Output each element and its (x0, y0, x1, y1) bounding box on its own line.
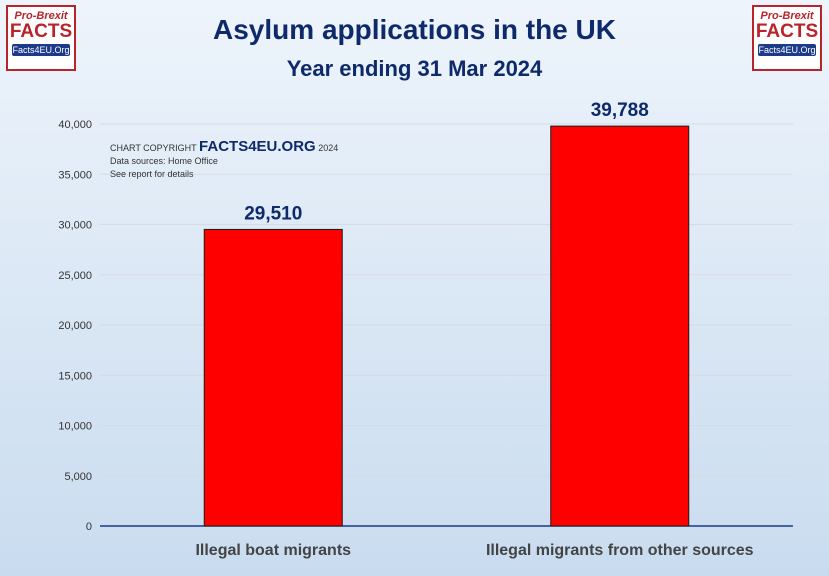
logo-facts: FACTS (9, 21, 73, 42)
copyright-prefix: CHART COPYRIGHT (110, 143, 197, 153)
bar (203, 228, 343, 527)
facts-logo-left: Pro-Brexit FACTS Facts4EU.Org (6, 5, 76, 71)
x-category-label: Illegal migrants from other sources (486, 542, 754, 559)
logo-url: Facts4EU.Org (12, 44, 70, 56)
chart-title: Asylum applications in the UK (213, 14, 616, 45)
y-tick-label: 30,000 (58, 220, 92, 232)
data-label: 39,788 (591, 100, 649, 121)
report-details: See report for details (110, 169, 194, 179)
logo-tagline: Pro-Brexit (14, 10, 68, 22)
x-category-label: Illegal boat migrants (195, 542, 351, 559)
y-tick-label: 10,000 (58, 421, 92, 433)
logo-tagline: Pro-Brexit (760, 10, 814, 22)
y-tick-label: 5,000 (64, 471, 92, 483)
logo-facts: FACTS (755, 21, 819, 42)
y-tick-label: 15,000 (58, 370, 92, 382)
y-tick-label: 25,000 (58, 270, 92, 282)
logo-url: Facts4EU.Org (758, 44, 816, 56)
y-tick-label: 40,000 (58, 119, 92, 131)
y-tick-label: 35,000 (58, 169, 92, 181)
bar (550, 125, 690, 527)
copyright-year: 2024 (318, 143, 339, 153)
facts-logo-right: Pro-Brexit FACTS Facts4EU.Org (752, 5, 822, 71)
data-sources: Data sources: Home Office (110, 156, 218, 166)
chart-subtitle: Year ending 31 Mar 2024 (286, 56, 543, 81)
y-tick-label: 20,000 (58, 320, 92, 332)
y-tick-label: 0 (86, 521, 92, 533)
copyright-brand: FACTS4EU.ORG (199, 138, 316, 155)
copyright-notice: CHART COPYRIGHT FACTS4EU.ORG 2024 Data s… (110, 138, 339, 181)
data-label: 29,510 (244, 203, 302, 224)
